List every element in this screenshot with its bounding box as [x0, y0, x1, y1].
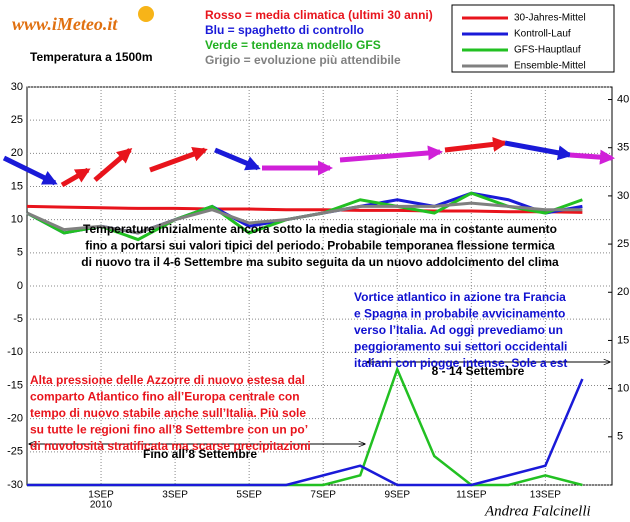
y-tick-label: 15 [11, 180, 23, 192]
y-tick-label: 0 [17, 280, 23, 292]
legend-label: Kontroll-Lauf [514, 29, 571, 40]
y-tick-label: 25 [11, 114, 23, 126]
trend-arrow [60, 167, 91, 188]
trend-arrow [2, 155, 58, 186]
annotation-line: comparto Atlantico fino all’Europa centr… [30, 390, 300, 404]
legend-box [451, 4, 615, 73]
series-line [26, 201, 583, 235]
y-tick-label: -20 [7, 413, 23, 425]
y-tick-label: -25 [7, 446, 23, 458]
y-tick-label: 10 [11, 214, 23, 226]
legend-label: GFS-Hauptlauf [514, 45, 581, 56]
annotation-line: Temperature inizialmente ancora sotto la… [83, 222, 557, 236]
x-tick-label: 5SEP [236, 490, 262, 501]
y-tick-label: -30 [7, 479, 23, 491]
signature: Andrea Falcinelli [484, 503, 591, 519]
annotation-line: Fino all’8 Settembre [143, 447, 257, 461]
trend-arrow [339, 145, 443, 163]
legend-label: Ensemble-Mittel [514, 61, 586, 72]
y2-tick-label: 35 [617, 142, 629, 154]
y2-tick-label: 30 [617, 190, 629, 202]
trend-arrow [504, 140, 573, 161]
annotation-line: italiani con piogge intense. Sole a est [354, 356, 567, 370]
subtitle: Temperatura a 1500m [30, 50, 153, 64]
annotation-line: 8 - 14 Settembre [432, 364, 525, 378]
key-note: Grigio = evoluzione più attendibile [205, 53, 401, 67]
x-tick-label: 13SEP [530, 490, 561, 501]
x-tick-label: 1SEP [88, 490, 114, 501]
y2-tick-label: 5 [617, 431, 623, 443]
x-tick-label: 11SEP [456, 490, 487, 501]
y-tick-label: 30 [11, 81, 23, 93]
trend-arrow [569, 149, 615, 165]
annotation-line: fino a portarsi sui valori tipici del pe… [85, 239, 555, 253]
y-tick-label: -5 [13, 313, 23, 325]
y-tick-label: -15 [7, 379, 23, 391]
annotation-line: verso l’Italia. Ad oggi prevediamo un [354, 323, 563, 337]
annotation-line: di nuvolosità stratificata ma scarse pre… [30, 439, 311, 453]
logo-sun [138, 6, 154, 22]
annotation-line: peggioramento sui settori occidentali [354, 340, 567, 354]
y2-tick-label: 25 [617, 238, 629, 250]
y2-tick-label: 15 [617, 334, 629, 346]
y-tick-label: 5 [17, 247, 23, 259]
x-tick-label: 3SEP [162, 490, 188, 501]
annotation-line: di nuovo tra il 4-6 Settembre ma subito … [81, 255, 559, 269]
y2-tick-label: 20 [617, 286, 629, 298]
y-tick-label: -10 [7, 346, 23, 358]
brand-logo: www.iMeteo.it [12, 14, 118, 34]
x-tick-label: 9SEP [384, 490, 410, 501]
series-line [26, 204, 583, 214]
annotation-line: su tutte le regioni fino all’8 Settembre… [30, 423, 308, 437]
trend-arrow [149, 147, 208, 173]
trend-arrow [93, 148, 133, 182]
annotation-line: e Spagna in probabile avvicinamento [354, 307, 565, 321]
x-tick-label: 7SEP [310, 490, 336, 501]
trend-arrow [444, 136, 508, 153]
key-note: Blu = spaghetto di controllo [205, 23, 364, 37]
y-tick-label: 20 [11, 147, 23, 159]
legend-label: 30-Jahres-Mittel [514, 13, 586, 24]
trend-arrow [214, 147, 261, 171]
annotation-line: Alta pressione delle Azzorre di nuovo es… [30, 373, 305, 387]
series-line [27, 378, 584, 487]
key-note: Verde = tendenza modello GFS [205, 38, 381, 52]
key-note: Rosso = media climatica (ultimi 30 anni) [205, 8, 433, 22]
annotation-line: tempo di nuovo stabile anche sull’Italia… [30, 406, 306, 420]
annotation-line: Vortice atlantico in azione tra Francia [354, 290, 566, 304]
y2-tick-label: 40 [617, 93, 629, 105]
trend-arrows [2, 136, 615, 188]
y2-tick-label: 10 [617, 383, 629, 395]
year-label: 2010 [90, 500, 113, 511]
